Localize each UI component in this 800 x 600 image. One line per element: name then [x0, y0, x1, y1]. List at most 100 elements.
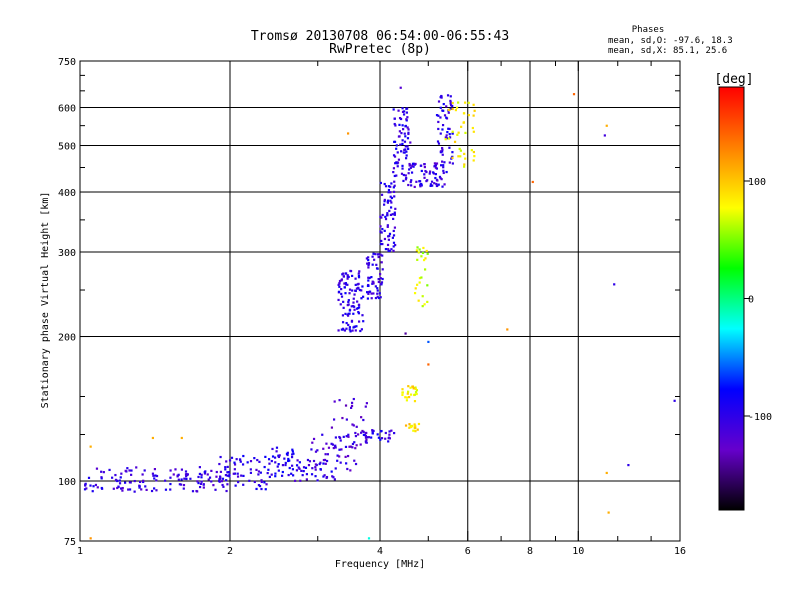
- data-point: [350, 305, 353, 308]
- data-point: [431, 184, 434, 187]
- data-point: [234, 484, 237, 487]
- data-point: [219, 470, 223, 473]
- data-point: [388, 437, 392, 440]
- data-point: [394, 207, 397, 210]
- data-point: [212, 484, 215, 487]
- data-point: [357, 311, 360, 314]
- data-point: [155, 479, 158, 482]
- data-point: [420, 182, 423, 186]
- data-point: [345, 462, 348, 465]
- data-point: [368, 290, 372, 293]
- data-point: [370, 297, 373, 300]
- data-point: [381, 277, 384, 281]
- data-point: [392, 249, 395, 252]
- data-point: [425, 249, 428, 253]
- data-point: [373, 258, 376, 261]
- data-point: [342, 435, 345, 438]
- data-point: [333, 478, 336, 481]
- data-point: [389, 191, 392, 194]
- data-point: [426, 284, 429, 287]
- data-point: [284, 461, 287, 465]
- data-point: [388, 209, 391, 213]
- data-point: [138, 485, 141, 488]
- data-point: [354, 283, 357, 286]
- data-point: [346, 304, 349, 307]
- data-point: [406, 392, 409, 395]
- data-point: [119, 487, 123, 490]
- data-point: [393, 431, 396, 435]
- data-point: [305, 478, 308, 481]
- data-point: [380, 437, 384, 440]
- data-point: [404, 424, 408, 427]
- y-tick-label: 750: [58, 57, 76, 68]
- data-point: [326, 453, 329, 456]
- data-point: [383, 198, 386, 202]
- data-point: [337, 298, 340, 302]
- data-point: [434, 173, 438, 176]
- data-point: [399, 86, 402, 89]
- data-point: [255, 487, 258, 491]
- data-point: [347, 323, 350, 327]
- data-point: [387, 249, 390, 253]
- data-point: [130, 469, 133, 472]
- data-point: [331, 443, 335, 446]
- data-point: [457, 155, 460, 158]
- data-point: [89, 445, 92, 448]
- data-point: [189, 477, 192, 480]
- data-point: [442, 171, 445, 175]
- data-point: [253, 480, 256, 484]
- data-point: [467, 101, 470, 104]
- data-point: [302, 470, 305, 473]
- data-point: [360, 328, 363, 331]
- data-point: [374, 285, 377, 288]
- data-point: [392, 186, 395, 189]
- data-point: [409, 141, 412, 144]
- data-point: [372, 429, 375, 433]
- data-point: [153, 477, 156, 480]
- data-point: [366, 436, 369, 439]
- data-point: [334, 444, 337, 447]
- data-point: [442, 169, 445, 172]
- data-point: [451, 107, 454, 111]
- data-point: [449, 101, 452, 104]
- data-point: [425, 179, 428, 183]
- data-point: [451, 101, 454, 105]
- data-point: [347, 300, 350, 304]
- data-point: [357, 276, 361, 279]
- data-point: [311, 441, 314, 444]
- data-point: [351, 274, 354, 277]
- data-point: [277, 463, 280, 466]
- data-point: [142, 479, 145, 482]
- data-point: [407, 132, 410, 136]
- data-point: [284, 463, 287, 467]
- data-point: [447, 137, 451, 140]
- data-point: [430, 180, 434, 183]
- data-point: [462, 121, 466, 124]
- data-point: [405, 150, 408, 153]
- data-point: [451, 162, 454, 165]
- data-point: [434, 166, 438, 169]
- data-point: [441, 153, 444, 156]
- data-point: [374, 253, 377, 256]
- data-point: [112, 487, 115, 490]
- colorbar-label: [deg]: [714, 72, 753, 87]
- data-point: [239, 460, 242, 463]
- data-point: [407, 390, 410, 393]
- data-point: [176, 475, 179, 478]
- data-point: [403, 110, 406, 113]
- data-point: [440, 95, 443, 98]
- data-point: [116, 486, 119, 490]
- data-point: [287, 473, 290, 477]
- data-point: [226, 465, 229, 469]
- data-point: [347, 314, 350, 317]
- data-point: [404, 396, 407, 399]
- data-point: [403, 140, 407, 143]
- data-point: [379, 215, 382, 218]
- data-point: [451, 156, 454, 159]
- data-point: [377, 278, 380, 281]
- data-point: [613, 283, 616, 286]
- data-point: [427, 340, 430, 344]
- data-point: [276, 465, 279, 468]
- data-point: [364, 436, 368, 439]
